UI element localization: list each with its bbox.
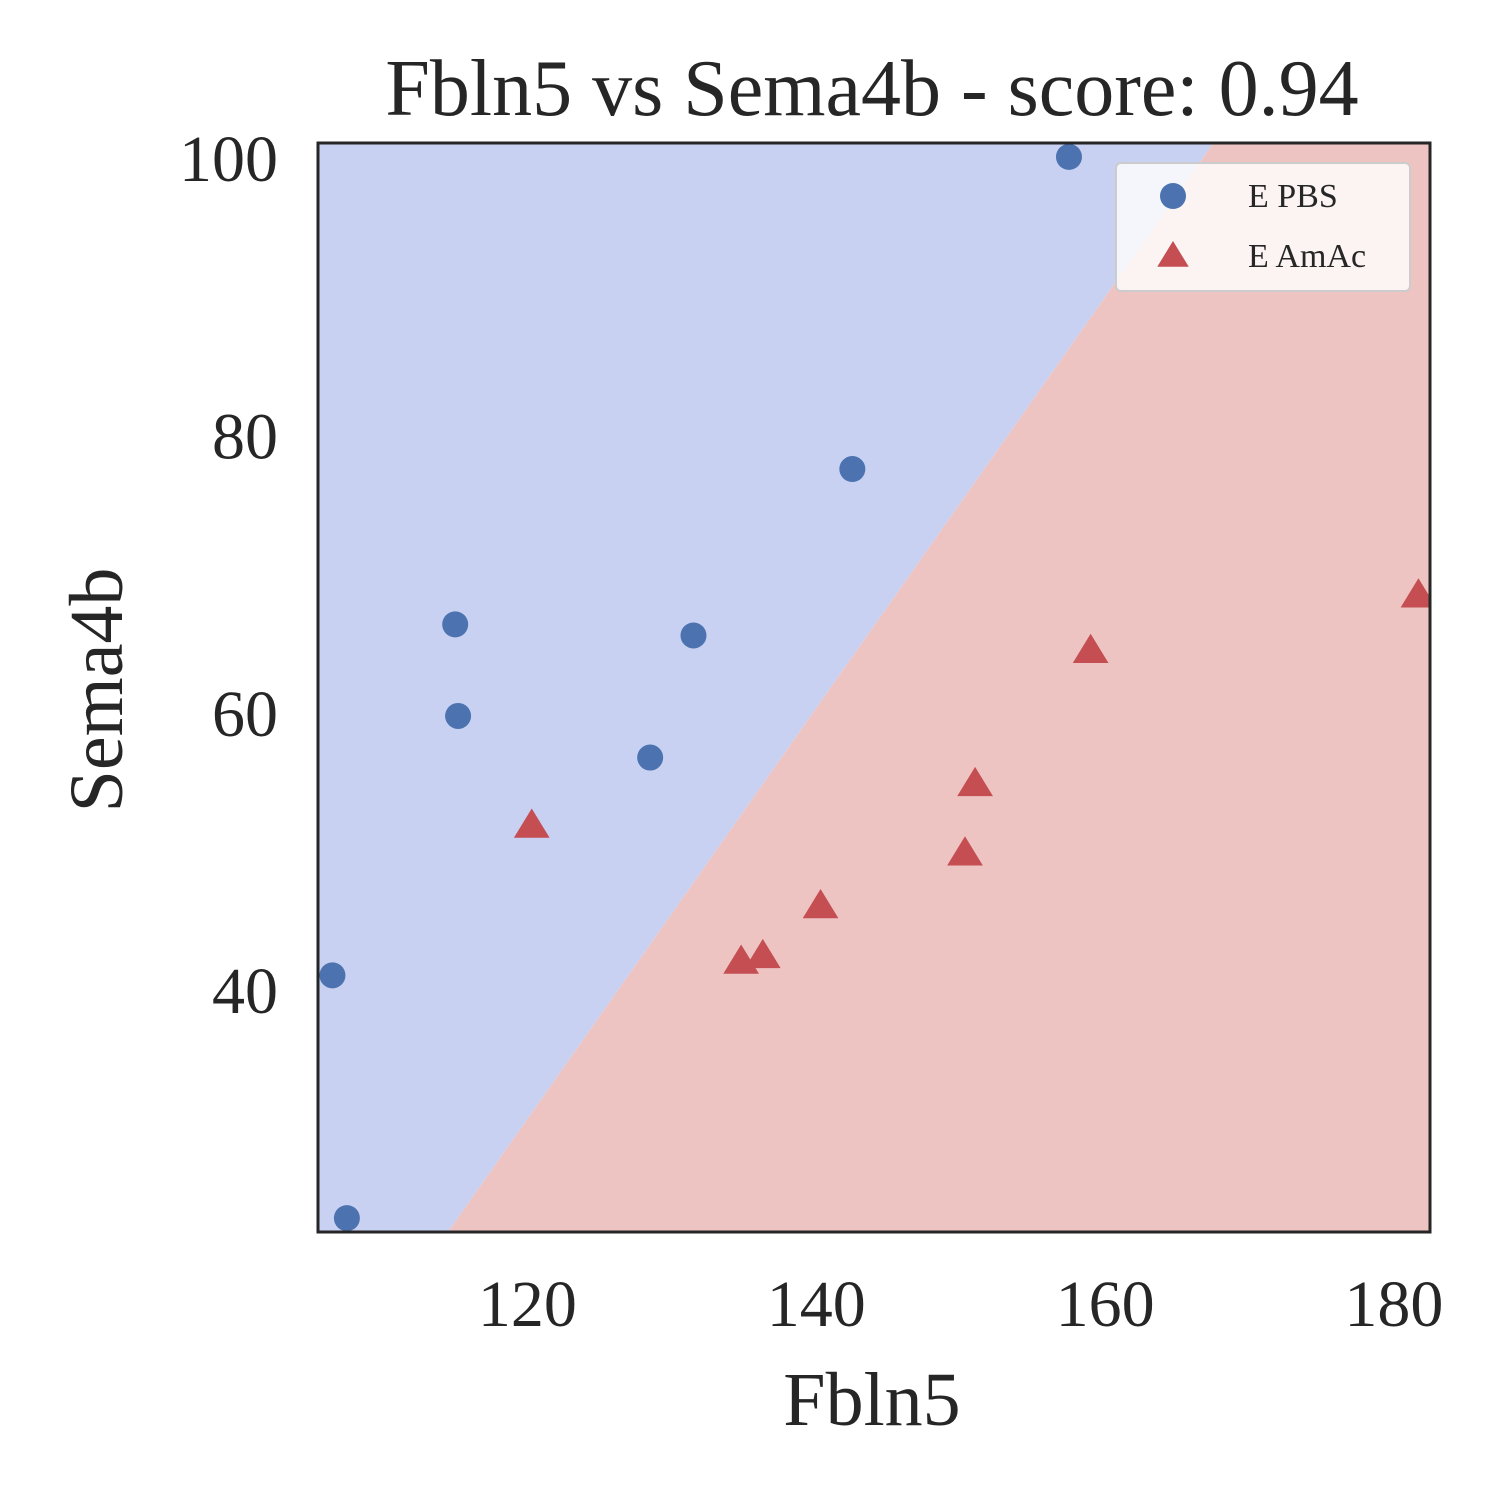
x-tick-label-3: 180 — [1344, 1268, 1443, 1341]
y-tick-label-0: 40 — [212, 955, 278, 1028]
point-series-0-4 — [637, 744, 664, 771]
x-tick-label-1: 140 — [767, 1268, 866, 1341]
point-series-0-7 — [1055, 143, 1082, 170]
legend-marker-0 — [1160, 183, 1186, 209]
point-series-1-5 — [957, 766, 993, 797]
legend-label-0: E PBS — [1248, 178, 1338, 215]
point-series-0-5 — [680, 622, 707, 649]
point-series-0-2 — [442, 611, 469, 638]
legend-marker-1 — [1157, 241, 1189, 267]
y-axis-ticks: 40 60 80 100 — [179, 123, 278, 1028]
region-e-amac — [447, 143, 1430, 1232]
x-axis-ticks: 120 140 160 180 — [478, 1268, 1443, 1341]
region-e-pbs — [318, 143, 1214, 1232]
plot-frame — [316, 141, 1432, 1234]
y-tick-label-1: 60 — [212, 678, 278, 751]
point-series-1-4 — [947, 836, 983, 866]
x-tick-label-2: 160 — [1056, 1268, 1155, 1341]
chart-title: Fbln5 vs Sema4b - score: 0.94 — [385, 45, 1358, 133]
decision-regions — [318, 143, 1430, 1232]
point-series-1-3 — [802, 888, 839, 919]
x-tick-label-0: 120 — [478, 1268, 577, 1341]
data-points — [319, 143, 1430, 1232]
y-axis-label: Sema4b — [55, 568, 139, 813]
point-series-0-1 — [333, 1205, 360, 1232]
point-series-1-2 — [744, 938, 781, 969]
y-tick-label-3: 100 — [179, 123, 278, 196]
point-series-1-6 — [1072, 633, 1109, 663]
legend-box — [1115, 162, 1411, 292]
legend-label-1: E AmAc — [1248, 238, 1366, 275]
point-series-1-0 — [513, 808, 550, 838]
y-tick-label-2: 80 — [212, 400, 278, 473]
point-series-0-0 — [319, 962, 346, 989]
point-series-0-3 — [445, 702, 472, 729]
legend: E PBS E AmAc — [1115, 162, 1411, 292]
x-axis-label: Fbln5 — [783, 1358, 960, 1442]
point-series-1-7 — [1400, 578, 1430, 608]
point-series-0-6 — [839, 456, 866, 483]
